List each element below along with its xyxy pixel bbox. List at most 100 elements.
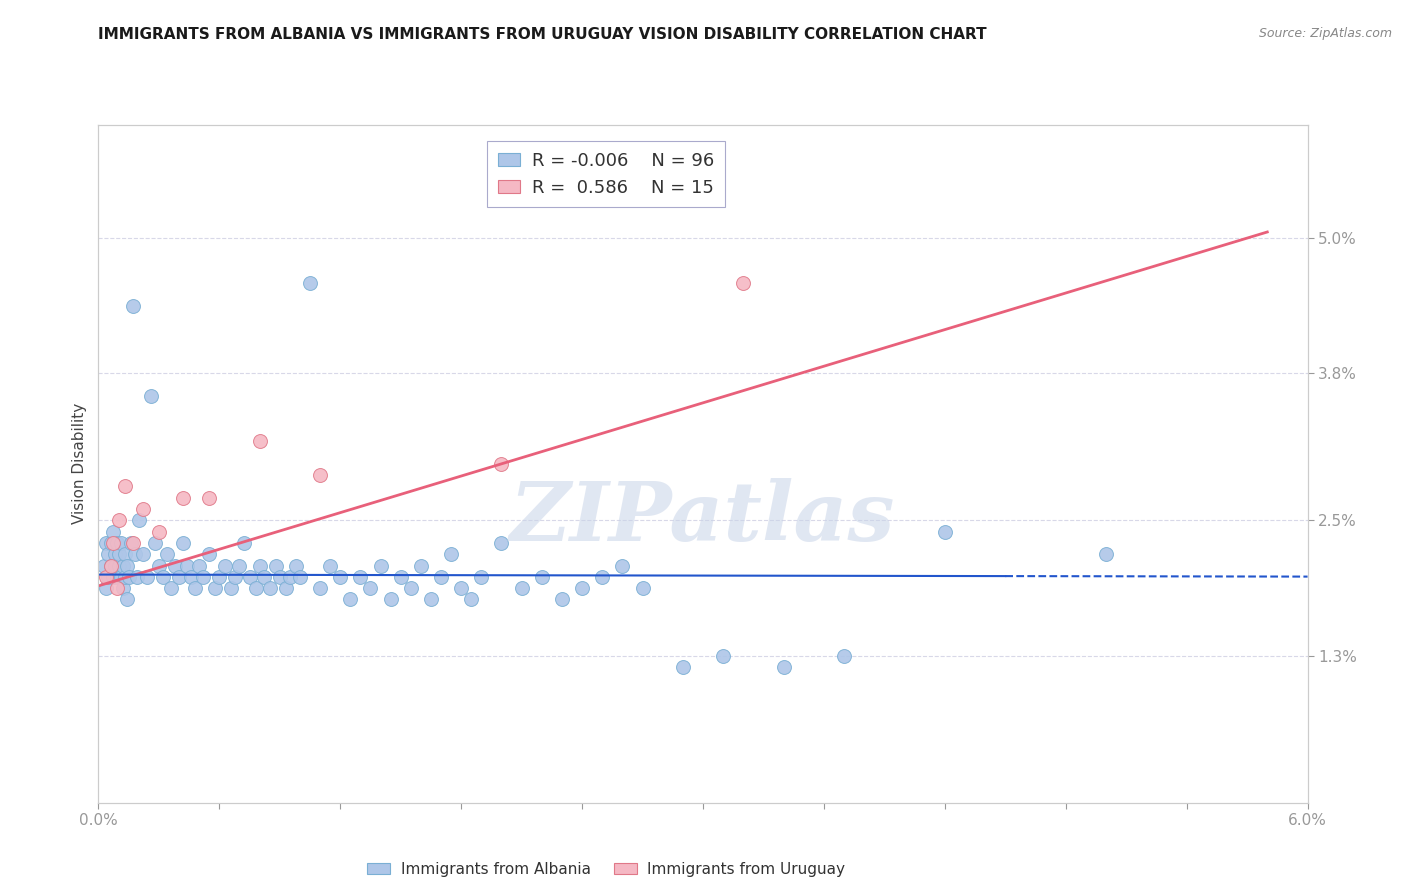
Point [139, 389, 162, 403]
Point [460, 592, 482, 607]
Legend: Immigrants from Albania, Immigrants from Uruguay: Immigrants from Albania, Immigrants from… [361, 856, 852, 883]
Point [510, 581, 533, 595]
Point [733, 276, 755, 290]
Point [114, 547, 136, 561]
Point [380, 592, 402, 607]
Point [100, 536, 122, 550]
Point [360, 581, 382, 595]
Point [470, 570, 492, 584]
Point [259, 581, 281, 595]
Point [101, 524, 124, 539]
Point [160, 581, 183, 595]
Point [100, 558, 122, 573]
Point [389, 570, 412, 584]
Point [188, 558, 211, 573]
Point [96, 570, 118, 584]
Point [124, 547, 146, 561]
Point [103, 558, 125, 573]
Point [120, 536, 142, 550]
Point [143, 536, 166, 550]
Point [274, 581, 297, 595]
Point [278, 570, 301, 584]
Point [107, 547, 129, 561]
Point [232, 536, 254, 550]
Point [115, 592, 138, 607]
Point [135, 570, 157, 584]
Point [156, 547, 179, 561]
Point [96, 581, 118, 595]
Point [148, 558, 170, 573]
Point [440, 547, 463, 561]
Point [193, 570, 215, 584]
Point [420, 592, 443, 607]
Text: Source: ZipAtlas.com: Source: ZipAtlas.com [1258, 27, 1392, 40]
Point [430, 570, 453, 584]
Point [176, 558, 198, 573]
Point [105, 581, 128, 595]
Point [409, 558, 432, 573]
Text: ZIPatlas: ZIPatlas [510, 478, 896, 558]
Point [132, 502, 155, 516]
Point [172, 536, 194, 550]
Point [167, 570, 190, 584]
Point [269, 570, 291, 584]
Point [105, 570, 128, 584]
Point [132, 547, 155, 561]
Point [249, 558, 271, 573]
Point [93, 558, 115, 573]
Point [491, 457, 513, 471]
Point [111, 558, 134, 573]
Point [128, 513, 150, 527]
Point [107, 558, 129, 573]
Point [591, 570, 613, 584]
Point [672, 660, 695, 674]
Point [264, 558, 287, 573]
Point [103, 547, 125, 561]
Point [121, 536, 143, 550]
Point [339, 592, 361, 607]
Point [114, 570, 136, 584]
Point [110, 536, 132, 550]
Point [228, 558, 250, 573]
Point [115, 558, 138, 573]
Point [491, 536, 513, 550]
Point [530, 570, 553, 584]
Point [832, 648, 855, 663]
Point [163, 558, 186, 573]
Point [772, 660, 794, 674]
Point [934, 524, 956, 539]
Point [172, 491, 194, 505]
Point [1095, 547, 1118, 561]
Point [114, 479, 136, 493]
Point [107, 513, 129, 527]
Point [121, 299, 143, 313]
Point [118, 570, 141, 584]
Point [101, 536, 124, 550]
Point [97, 570, 120, 584]
Point [284, 558, 307, 573]
Point [214, 558, 236, 573]
Point [198, 547, 221, 561]
Point [571, 581, 593, 595]
Point [309, 468, 332, 483]
Point [180, 570, 202, 584]
Point [221, 581, 243, 595]
Point [245, 581, 267, 595]
Point [253, 570, 276, 584]
Point [329, 570, 352, 584]
Point [208, 570, 231, 584]
Point [204, 581, 226, 595]
Point [450, 581, 472, 595]
Point [198, 491, 221, 505]
Point [299, 276, 322, 290]
Point [101, 570, 124, 584]
Point [249, 434, 271, 449]
Y-axis label: Vision Disability: Vision Disability [72, 403, 87, 524]
Point [110, 570, 132, 584]
Point [97, 547, 120, 561]
Point [309, 581, 332, 595]
Point [224, 570, 246, 584]
Point [711, 648, 734, 663]
Point [370, 558, 392, 573]
Point [631, 581, 654, 595]
